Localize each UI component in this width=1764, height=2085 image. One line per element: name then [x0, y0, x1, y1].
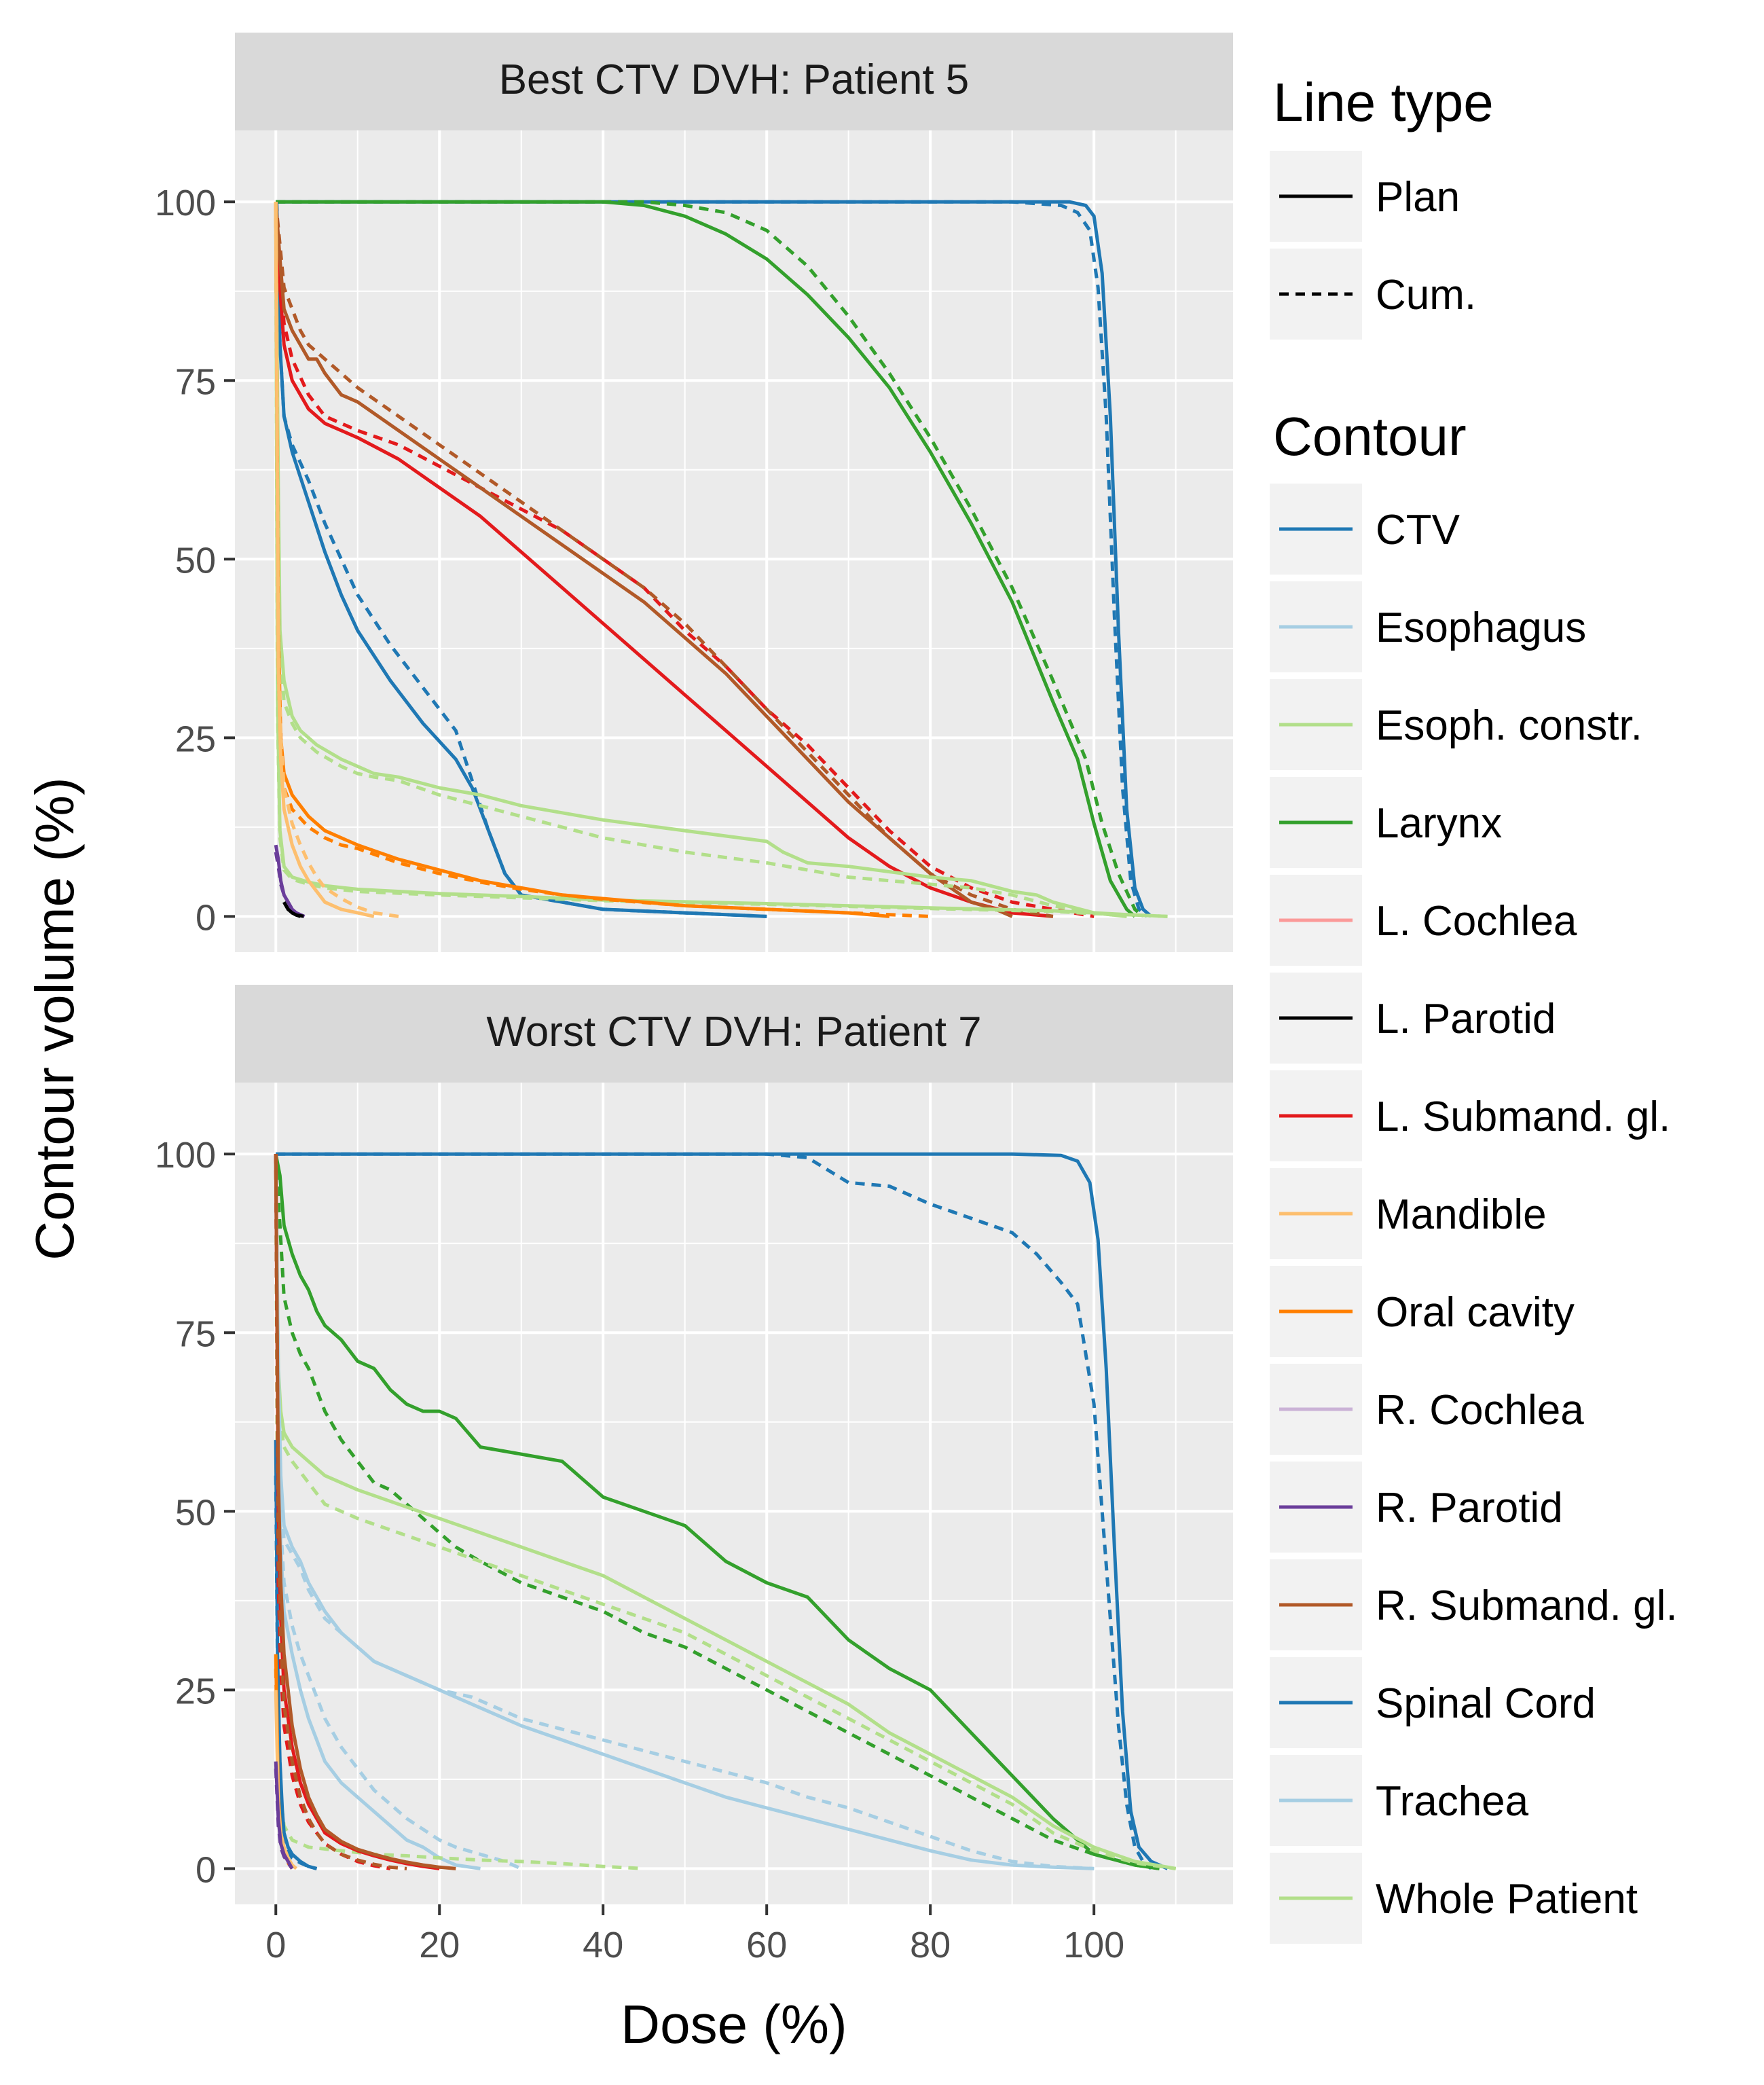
y-tick-label: 25 — [175, 719, 216, 759]
legend-contour-label: L. Submand. gl. — [1376, 1093, 1670, 1140]
y-axis: 0 25 50 75 100 — [155, 1135, 235, 1890]
legend-contour-entries: CTV Esophagus Esoph. constr. Larynx L. Cochl… — [1270, 484, 1678, 1944]
series-line-esophagus-cum — [274, 1154, 522, 1870]
panel-strip — [235, 985, 1233, 1083]
legend-contour-label: Oral cavity — [1376, 1289, 1575, 1336]
legend-contour-label: L. Parotid — [1376, 996, 1556, 1042]
series-line-l-parotid-cum — [282, 901, 305, 918]
legend: Line type Plan Cum. Contour CTV Esophagus E… — [1270, 72, 1678, 1944]
series-line-r-submand-gl--cum — [274, 1154, 407, 1870]
series-line-larynx-cum — [274, 1154, 1160, 1870]
series-line-spinal-cord-plan — [275, 202, 767, 918]
series-line-ctv-cum — [276, 1152, 1153, 1870]
legend-contour-label: Whole Patient — [1376, 1876, 1638, 1923]
y-tick-label: 75 — [175, 1313, 216, 1354]
y-tick-label: 75 — [175, 361, 216, 402]
panel-strip — [235, 33, 1233, 130]
series-line-ctv-cum — [276, 200, 1149, 918]
series-line-r-parotid-cum — [274, 852, 306, 918]
plot-area — [235, 1083, 1233, 1904]
x-axis: 0 20 40 60 80 100 — [265, 1904, 1124, 1965]
series-line-r-parotid-cum — [274, 1768, 294, 1870]
y-tick-label: 100 — [155, 183, 216, 223]
series-line-trachea-plan — [274, 1154, 1095, 1870]
x-tick-label: 80 — [910, 1925, 951, 1965]
series-line-trachea-cum — [274, 1154, 1095, 1870]
x-tick-label: 20 — [419, 1925, 460, 1965]
series-line-r-submand-gl--plan — [274, 1154, 456, 1870]
legend-contour-label: Esophagus — [1376, 604, 1586, 651]
series-line-spinal-cord-cum — [275, 202, 767, 918]
y-axis-title: Contour volume (%) — [24, 777, 85, 1260]
series-lines — [274, 1152, 1177, 1870]
series-line-whole-patient-cum — [274, 1154, 1177, 1870]
y-axis: 0 25 50 75 100 — [155, 183, 235, 938]
x-tick-label: 0 — [265, 1925, 286, 1965]
y-tick-label: 100 — [155, 1135, 216, 1176]
legend-contour-label: Larynx — [1376, 800, 1502, 847]
legend-contour-label: Mandible — [1376, 1191, 1547, 1238]
legend-linetype-entries: Plan Cum. — [1270, 151, 1476, 340]
legend-contour-label: CTV — [1376, 507, 1460, 554]
series-line-r-submand-gl--plan — [274, 202, 1013, 918]
panel-worst-ctv: Worst CTV DVH: Patient 7 0 25 50 75 100 0 20 4… — [155, 985, 1233, 1965]
x-tick-label: 40 — [583, 1925, 623, 1965]
legend-contour-label: Esoph. constr. — [1376, 702, 1642, 749]
y-tick-label: 0 — [196, 897, 216, 938]
series-line-r-parotid-plan — [274, 844, 302, 918]
panel-title: Best CTV DVH: Patient 5 — [499, 56, 970, 103]
y-tick-label: 0 — [196, 1849, 216, 1890]
series-lines — [274, 200, 1168, 918]
x-tick-label: 60 — [746, 1925, 787, 1965]
series-line-esoph-constr--cum — [274, 202, 1127, 918]
panel-best-ctv: Best CTV DVH: Patient 5 0 25 50 75 100 — [155, 33, 1233, 952]
x-tick-label: 100 — [1063, 1925, 1124, 1965]
series-line-whole-patient-cum — [274, 202, 1168, 918]
series-line-esoph-constr--plan — [274, 202, 1127, 918]
panel-title: Worst CTV DVH: Patient 7 — [486, 1009, 981, 1055]
legend-contour-label: R. Cochlea — [1376, 1387, 1584, 1434]
legend-contour-label: R. Submand. gl. — [1376, 1582, 1678, 1629]
series-line-ctv-plan — [276, 1152, 1169, 1870]
x-axis-title: Dose (%) — [621, 1994, 847, 2054]
legend-linetype-label: Cum. — [1376, 272, 1476, 319]
series-line-larynx-plan — [274, 1153, 1160, 1870]
legend-contour-title: Contour — [1273, 406, 1467, 467]
series-line-esophagus-plan — [274, 1154, 481, 1870]
legend-contour-label: Spinal Cord — [1376, 1680, 1596, 1727]
legend-linetype-title: Line type — [1273, 72, 1494, 132]
y-tick-label: 25 — [175, 1671, 216, 1711]
plot-area — [235, 130, 1233, 952]
legend-contour-label: R. Parotid — [1376, 1485, 1563, 1531]
series-line-l-submand-gl--plan — [274, 202, 1054, 918]
legend-linetype-label: Plan — [1376, 174, 1460, 221]
y-tick-label: 50 — [175, 540, 216, 581]
series-line-whole-patient-plan — [274, 1154, 1177, 1870]
legend-contour-label: L. Cochlea — [1376, 898, 1577, 945]
series-line-spinal-cord-cum — [274, 1475, 318, 1870]
series-line-r-submand-gl--cum — [274, 201, 1054, 918]
y-tick-label: 50 — [175, 1492, 216, 1533]
series-line-larynx-plan — [276, 200, 1137, 918]
legend-contour-label: Trachea — [1376, 1778, 1529, 1825]
